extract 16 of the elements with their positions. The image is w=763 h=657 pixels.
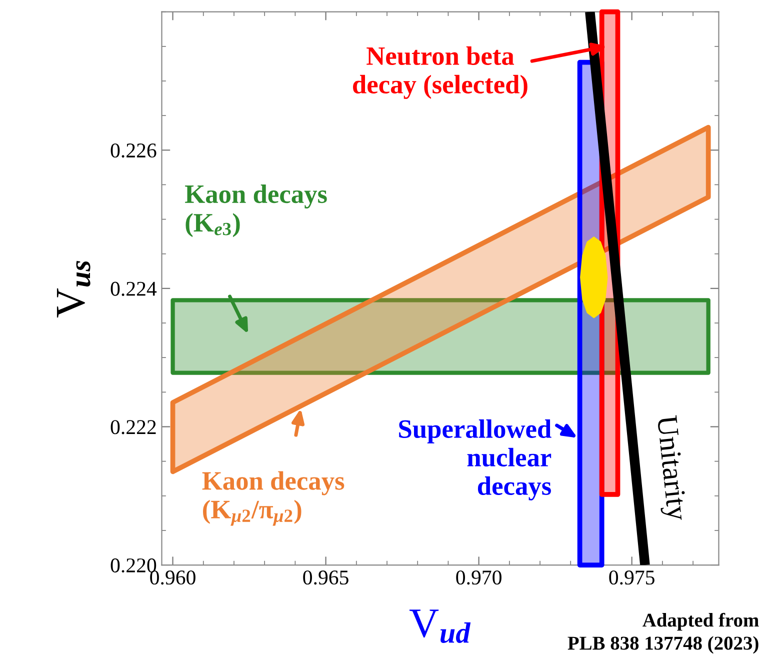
y-axis-title: V$_{us}$	[56, 260, 90, 318]
legend-label: Neutron beta decay (selected)	[353, 46, 528, 99]
y-tick-label: 0.226	[110, 144, 156, 158]
x-tick-label: 0.970	[456, 570, 502, 585]
y-tick-label: 0.224	[110, 282, 157, 296]
x-axis-title: V$_{ud}$	[409, 610, 471, 643]
legend-label: Kaon decays (K$_{μ2}$/π$_{μ2}$)	[202, 471, 344, 526]
y-tick-label: 0.222	[110, 420, 156, 434]
text: Unitarity	[651, 415, 688, 522]
text: Adapted from PLB 838 137748 (2023)	[568, 612, 759, 654]
legend-label: Superallowed nuclear decays	[399, 419, 552, 500]
x-tick-label: 0.975	[609, 570, 654, 585]
x-tick-label: 0.960	[150, 570, 196, 585]
legend-label: Kaon decays (K$_{e3}$)	[185, 184, 327, 238]
x-tick-label: 0.965	[303, 570, 348, 585]
y-tick-label: 0.220	[110, 558, 156, 573]
